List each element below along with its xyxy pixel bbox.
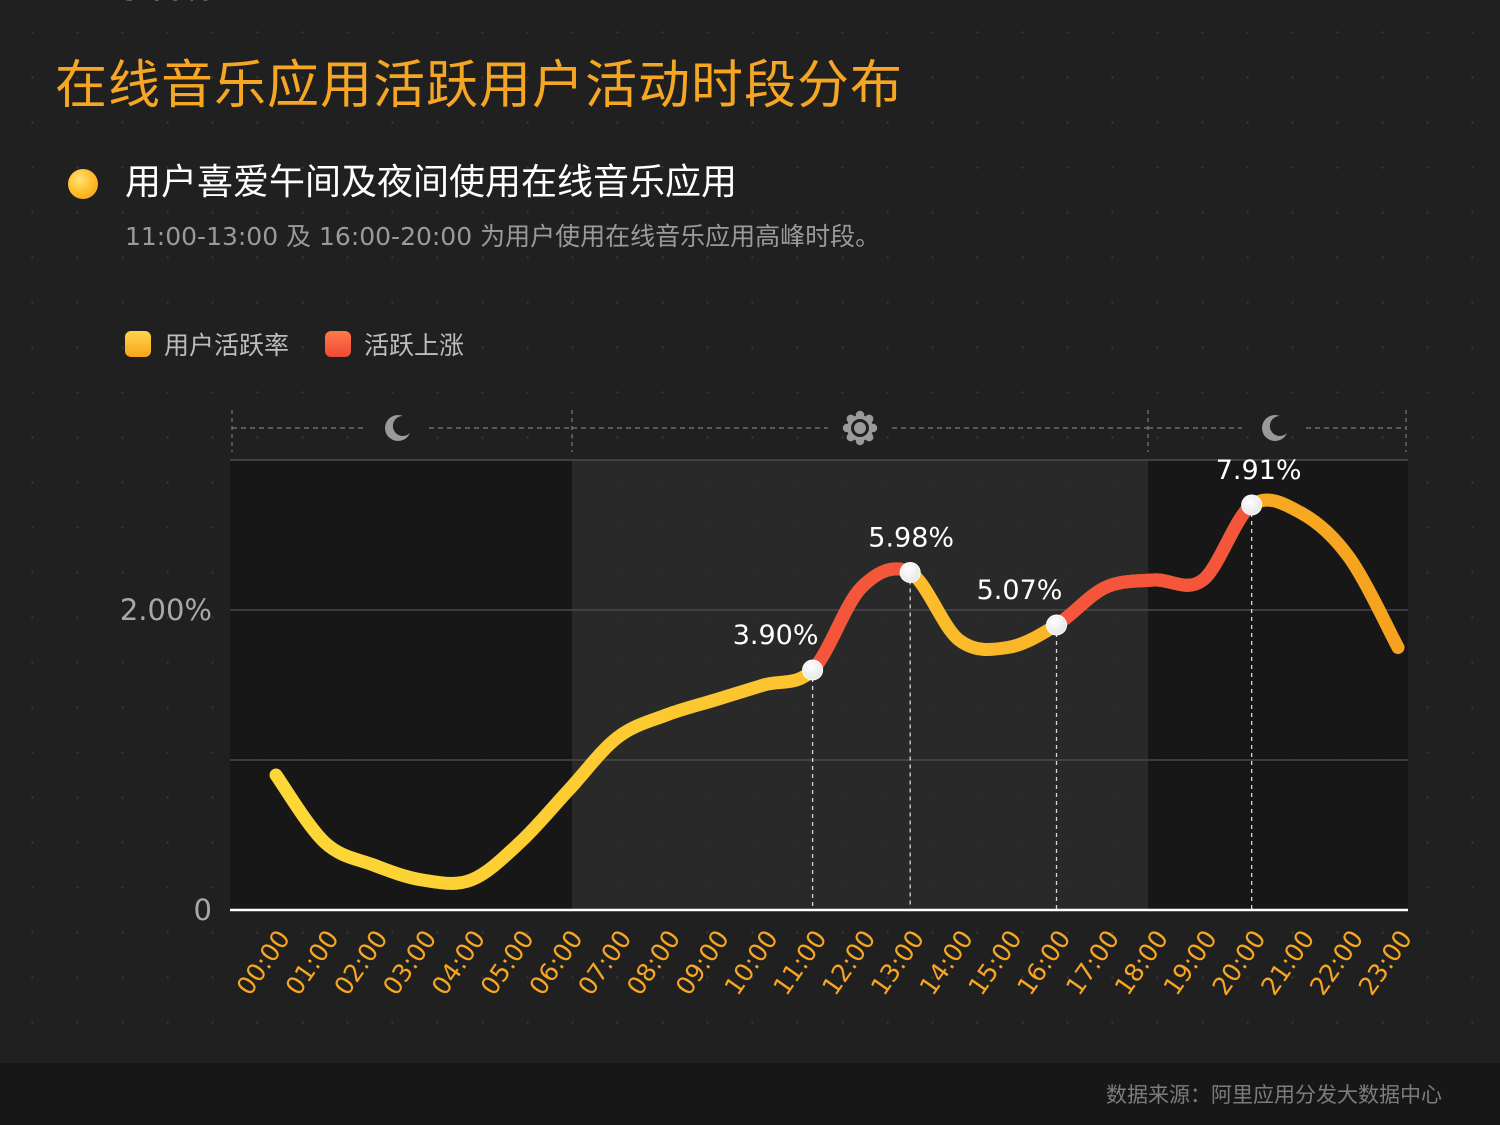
page-title: 在线音乐应用活跃用户活动时段分布 (55, 56, 904, 116)
data-label: 5.07% (977, 575, 1063, 606)
legend-swatch-active-rate (125, 331, 151, 357)
legend-label-active-rate: 用户活跃率 (164, 331, 290, 360)
line-chart: 02.00%4.00%8.00% 3.90%5.98%5.07%7.91% 00… (120, 0, 1418, 1001)
legend-label-rise: 活跃上涨 (364, 331, 465, 360)
period-band-1 (230, 460, 572, 910)
moon-icon (1262, 415, 1287, 441)
series-line-rise-1 (807, 562, 914, 675)
data-point-marker (1046, 614, 1068, 636)
period-band-2 (572, 460, 1148, 910)
footer-bar (0, 1063, 1500, 1125)
data-point-marker (802, 659, 824, 681)
data-point-marker (1241, 494, 1263, 516)
legend-item-rise: 活跃上涨 (325, 326, 464, 362)
y-tick-label: 2.00% (120, 593, 212, 627)
headline: 用户喜爱午间及夜间使用在线音乐应用 (125, 162, 738, 203)
x-tick-label: 23:00 (1353, 925, 1418, 1001)
chart-legend: 用户活跃率 活跃上涨 (125, 326, 500, 362)
y-tick-label: 8.00% (120, 0, 212, 7)
data-label: 7.91% (1216, 455, 1302, 486)
period-band-3 (1148, 460, 1408, 910)
bullet-dot (68, 169, 98, 199)
legend-swatch-rise (325, 331, 352, 357)
y-tick-label: 0 (194, 893, 212, 927)
data-point-marker (899, 562, 921, 583)
data-source: 数据来源：阿里应用分发大数据中心 (1106, 1083, 1442, 1107)
data-label: 3.90% (733, 620, 819, 651)
subheadline: 11:00-13:00 及 16:00-20:00 为用户使用在线音乐应用高峰时… (125, 222, 881, 251)
moon-icon (385, 415, 410, 441)
y-tick-label: 4.00% (120, 0, 212, 7)
legend-item-active-rate: 用户活跃率 (125, 326, 289, 362)
series-line-rise-2 (1052, 499, 1257, 631)
sun-icon (842, 410, 878, 446)
data-label: 5.98% (868, 523, 954, 554)
